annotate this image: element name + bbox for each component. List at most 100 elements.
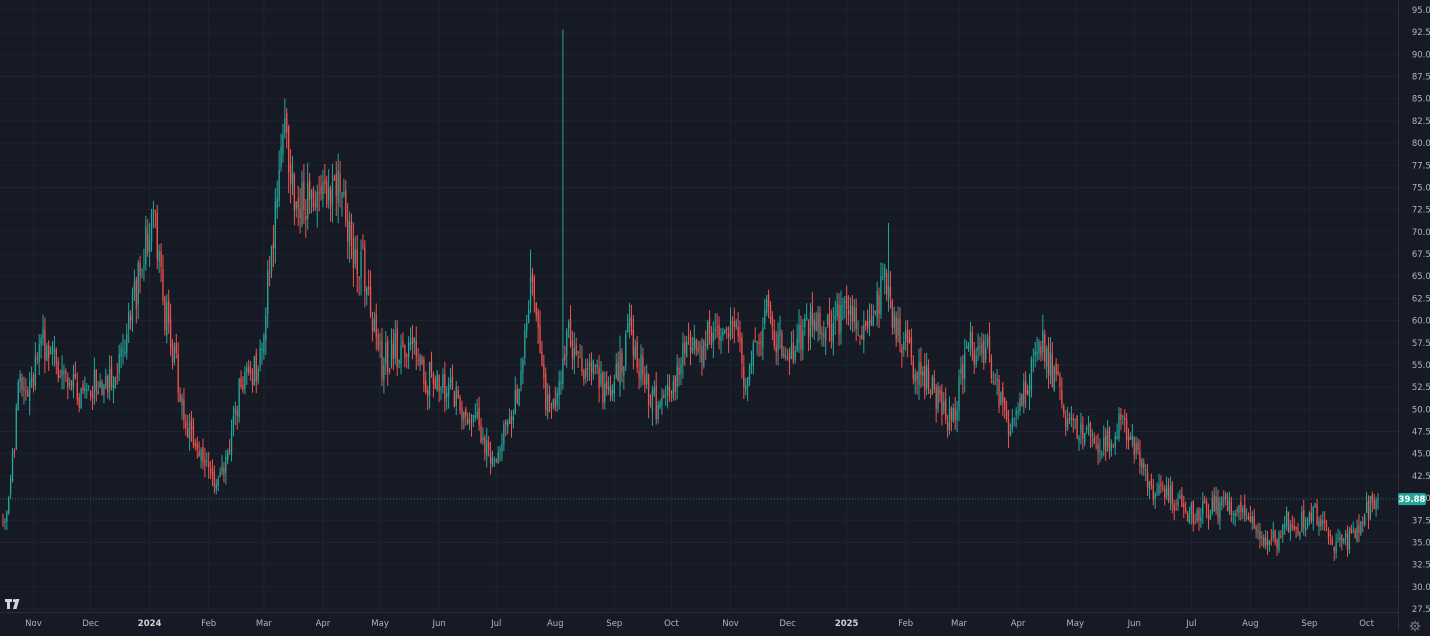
candle-body — [865, 321, 866, 326]
candle-body — [8, 498, 9, 513]
candle-body — [223, 468, 224, 475]
candle-body — [916, 373, 917, 380]
candle-body — [166, 303, 167, 336]
candle-body — [848, 311, 849, 315]
candle-body — [452, 376, 453, 390]
candle-body — [1303, 510, 1304, 529]
candle-body — [762, 327, 763, 348]
candle-body — [844, 301, 845, 303]
candle-body — [711, 332, 712, 345]
candle-body — [378, 334, 379, 348]
candle-body — [1364, 514, 1365, 525]
candle-body — [983, 340, 984, 363]
candle-body — [341, 193, 342, 198]
candle-body — [1050, 352, 1051, 376]
candle-body — [353, 239, 354, 268]
candle-body — [825, 329, 826, 340]
candle-body — [80, 388, 81, 408]
candle-body — [366, 288, 367, 296]
candle-body — [657, 405, 658, 419]
candle-body — [303, 182, 304, 210]
candle-body — [934, 377, 935, 389]
candle-body — [189, 422, 190, 440]
candle-body — [42, 328, 43, 339]
candle-body — [1198, 509, 1199, 521]
candle-body — [296, 201, 297, 209]
candle-body — [1354, 530, 1355, 538]
candle-body — [932, 377, 933, 395]
candle-body — [737, 326, 738, 336]
candle-body — [892, 300, 893, 327]
candle-body — [265, 316, 266, 341]
candle-body — [216, 484, 217, 489]
tradingview-logo-icon[interactable] — [5, 596, 22, 608]
candle-body — [1101, 453, 1102, 454]
candle-body — [646, 373, 647, 385]
candle-body — [1324, 521, 1325, 523]
candle-body — [1238, 505, 1239, 513]
candle-body — [1271, 538, 1272, 540]
candle-body — [623, 366, 624, 375]
price-axis[interactable]: 95.0092.5090.0087.5085.0082.5080.0077.50… — [1399, 0, 1430, 630]
candle-body — [619, 351, 620, 386]
candle-body — [193, 427, 194, 446]
candle-body — [1196, 510, 1197, 521]
candle-body — [298, 198, 299, 209]
candle-body — [517, 390, 518, 404]
candle-body — [496, 459, 497, 462]
candle-body — [692, 348, 693, 353]
candle-body — [1305, 528, 1306, 532]
candle-body — [294, 174, 295, 211]
candle-body — [376, 314, 377, 336]
candle-body — [2, 522, 3, 523]
candle-body — [962, 364, 963, 380]
candle-body — [1288, 512, 1289, 532]
y-tick-label: 62.50 — [1412, 294, 1430, 304]
candle-body — [315, 204, 316, 206]
candle-body — [33, 375, 34, 387]
candle-body — [871, 321, 872, 324]
candle-body — [1040, 346, 1041, 355]
candle-body — [221, 466, 222, 471]
candle-body — [92, 396, 93, 398]
candle-body — [869, 318, 870, 326]
candle-body — [941, 391, 942, 415]
candle-body — [343, 192, 344, 194]
candle-body — [227, 451, 228, 460]
candle-body — [1318, 521, 1319, 527]
candle-body — [949, 409, 950, 430]
candle-body — [244, 372, 245, 389]
candle-body — [899, 318, 900, 345]
gear-icon[interactable] — [1409, 617, 1421, 629]
candle-body — [606, 382, 607, 389]
candle-body — [654, 388, 655, 395]
candle-body — [1073, 418, 1074, 420]
candle-body — [454, 391, 455, 407]
candle-body — [1094, 438, 1095, 444]
candle-body — [404, 345, 405, 358]
candle-body — [1057, 371, 1058, 374]
candle-body — [497, 453, 498, 463]
candle-body — [456, 387, 457, 406]
candle-body — [187, 428, 188, 437]
candle-body — [694, 338, 695, 351]
candle-body — [29, 381, 30, 401]
candle-body — [172, 345, 173, 363]
candle-body — [395, 333, 396, 358]
candle-body — [1377, 499, 1378, 500]
candle-body — [334, 176, 335, 180]
candle-body — [176, 343, 177, 352]
candle-body — [275, 201, 276, 248]
candle-body — [313, 189, 314, 208]
candle-body — [1065, 418, 1066, 427]
candle-body — [440, 389, 441, 390]
candle-body — [1313, 507, 1314, 521]
candle-body — [73, 374, 74, 387]
candle-body — [1021, 395, 1022, 406]
candle-body — [747, 377, 748, 387]
candle-body — [208, 462, 209, 468]
candle-body — [421, 357, 422, 364]
